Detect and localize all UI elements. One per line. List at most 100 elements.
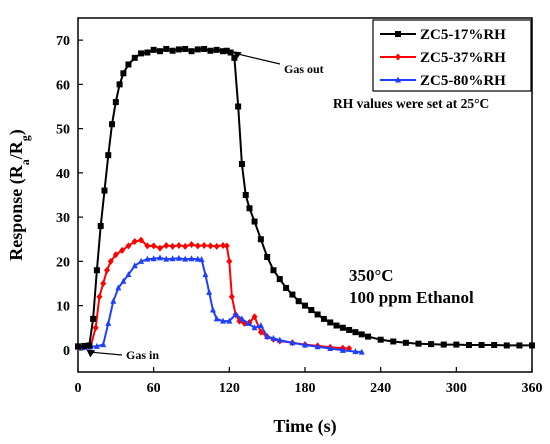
data-point <box>295 298 302 305</box>
data-point <box>207 242 214 250</box>
data-point <box>175 241 182 249</box>
data-point <box>358 331 365 338</box>
data-point <box>235 103 242 110</box>
data-point <box>390 338 397 345</box>
data-point <box>270 334 277 341</box>
x-tick-label: 300 <box>446 381 467 396</box>
data-point <box>131 54 138 61</box>
data-point <box>201 45 208 52</box>
rh-note-annotation: RH values were set at 25°C <box>333 96 489 111</box>
data-point <box>220 317 227 324</box>
data-point <box>198 256 205 263</box>
data-point <box>314 311 321 318</box>
legend-label: ZC5-37%RH <box>420 50 506 66</box>
data-point <box>194 255 201 262</box>
data-point <box>264 253 271 260</box>
data-point <box>125 61 132 68</box>
data-point <box>415 340 422 347</box>
x-tick-label: 60 <box>147 381 161 396</box>
data-point <box>302 302 308 309</box>
y-axis-title-main: Response (R <box>6 164 27 261</box>
data-point <box>289 291 296 298</box>
data-point <box>213 315 220 322</box>
data-point <box>491 342 498 349</box>
data-point <box>188 255 195 262</box>
gas-in-arrow <box>92 351 123 356</box>
data-point <box>116 81 123 88</box>
data-point <box>125 271 132 278</box>
data-point <box>238 315 245 322</box>
data-point <box>302 341 308 348</box>
data-point <box>264 333 271 340</box>
data-point <box>97 222 104 229</box>
data-point <box>377 336 384 343</box>
data-point <box>516 342 523 349</box>
data-point <box>226 317 233 324</box>
data-point <box>327 319 334 326</box>
axis-ticks: 0 60 120 180 240 300 360 0 10 20 30 40 50 60 70 <box>56 34 543 396</box>
x-tick-label: 0 <box>75 381 82 396</box>
data-point <box>93 342 100 349</box>
y-axis-title-mid: /R <box>6 140 26 160</box>
gas-in-annotation-group: Gas in <box>86 348 159 362</box>
data-point <box>86 342 93 349</box>
y-tick-label: 40 <box>56 167 70 182</box>
data-point <box>223 242 230 250</box>
concentration-annotation: 100 ppm Ethanol <box>349 288 474 307</box>
data-point <box>352 329 359 336</box>
legend-item: ZC5-17%RH <box>380 27 506 43</box>
data-point <box>131 262 138 269</box>
legend-marker <box>395 53 401 61</box>
data-point <box>440 341 447 348</box>
data-point <box>188 241 195 249</box>
data-point <box>150 242 157 250</box>
data-point <box>365 333 372 340</box>
legend-label: ZC5-80%RH <box>420 73 506 89</box>
x-tick-label: 180 <box>295 381 316 396</box>
data-point <box>138 50 145 57</box>
data-point <box>245 319 252 326</box>
y-axis-title-sub-g: g <box>18 135 32 141</box>
data-point <box>92 324 99 332</box>
data-point <box>112 251 119 259</box>
data-point <box>339 324 346 331</box>
data-point <box>251 313 258 321</box>
data-point <box>163 255 170 262</box>
legend-item: ZC5-80%RH <box>380 73 506 89</box>
x-tick-label: 240 <box>370 381 391 396</box>
data-point <box>346 326 353 333</box>
data-point <box>169 255 176 262</box>
data-point <box>131 237 138 245</box>
data-point <box>144 242 151 250</box>
data-point <box>194 46 201 53</box>
data-point <box>101 187 108 194</box>
data-point <box>175 254 182 261</box>
legend-item: ZC5-37%RH <box>380 50 506 66</box>
data-point <box>314 343 321 350</box>
data-point <box>207 47 214 54</box>
data-point <box>163 45 170 52</box>
series-line <box>78 256 362 354</box>
data-point <box>529 342 535 349</box>
data-point <box>156 48 163 55</box>
data-point <box>276 276 283 283</box>
data-point <box>257 328 264 336</box>
x-tick-label: 120 <box>219 381 240 396</box>
y-tick-label: 50 <box>56 123 70 138</box>
data-point <box>226 257 233 265</box>
data-point <box>107 257 114 265</box>
data-point <box>93 267 100 274</box>
data-point <box>358 348 365 355</box>
data-point <box>138 257 145 264</box>
data-point <box>100 341 107 348</box>
data-point <box>104 266 111 274</box>
x-axis-title: Time (s) <box>273 416 336 437</box>
data-point <box>109 121 116 128</box>
data-point <box>402 339 409 346</box>
data-point <box>144 255 151 262</box>
data-point <box>150 255 157 262</box>
data-point <box>182 242 189 250</box>
legend-label: ZC5-17%RH <box>420 27 506 43</box>
data-point <box>182 255 189 262</box>
